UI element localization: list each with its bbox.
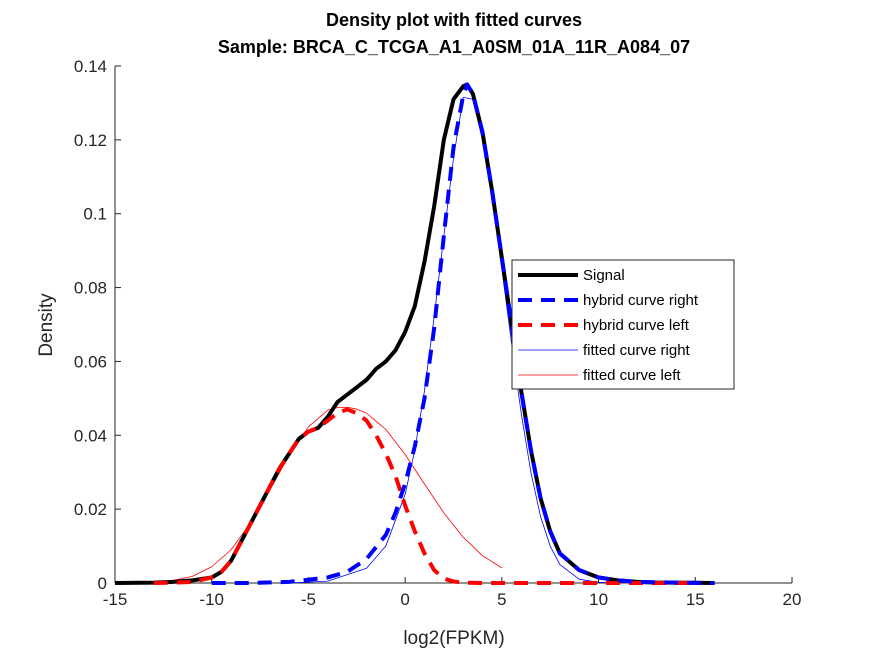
legend-entry-label: fitted curve right <box>583 342 691 359</box>
y-tick-label: 0.12 <box>74 131 107 150</box>
x-tick-label: -5 <box>301 590 316 609</box>
chart-title: Density plot with fitted curves <box>326 10 582 30</box>
y-tick-label: 0.02 <box>74 500 107 519</box>
x-tick-label: 15 <box>686 590 705 609</box>
y-tick-label: 0.04 <box>74 426 107 445</box>
y-tick-label: 0 <box>98 574 107 593</box>
y-axis-label: Density <box>36 293 57 357</box>
legend: Signal hybrid curve right hybrid curve lef… <box>511 259 735 390</box>
y-tick-label: 0.1 <box>83 205 107 224</box>
x-tick-label: 10 <box>589 590 608 609</box>
y-tick-label: 0.14 <box>74 57 107 76</box>
legend-entry-label: hybrid curve left <box>583 317 690 334</box>
x-tick-label: -10 <box>199 590 224 609</box>
legend-entry-label: hybrid curve right <box>583 292 699 309</box>
x-tick-label: 20 <box>783 590 802 609</box>
plot-area: -15 -10 -5 0 5 10 15 20 0 0.02 0.04 0.06 0.08 0.1 0.12… <box>74 57 802 609</box>
x-tick-label: 0 <box>400 590 409 609</box>
legend-entry-label: Signal <box>583 267 625 284</box>
legend-entry-label: fitted curve left <box>583 367 681 384</box>
chart-subtitle: Sample: BRCA_C_TCGA_A1_A0SM_01A_11R_A084… <box>218 37 690 57</box>
series-line-hybrid-curve-right <box>211 82 715 585</box>
x-axis-label: log2(FPKM) <box>403 628 504 649</box>
x-tick-label: -15 <box>103 590 128 609</box>
y-tick-label: 0.08 <box>74 279 107 298</box>
series-line-hybrid-curve-left <box>153 407 696 585</box>
x-tick-label: 5 <box>497 590 506 609</box>
y-tick-label: 0.06 <box>74 352 107 371</box>
